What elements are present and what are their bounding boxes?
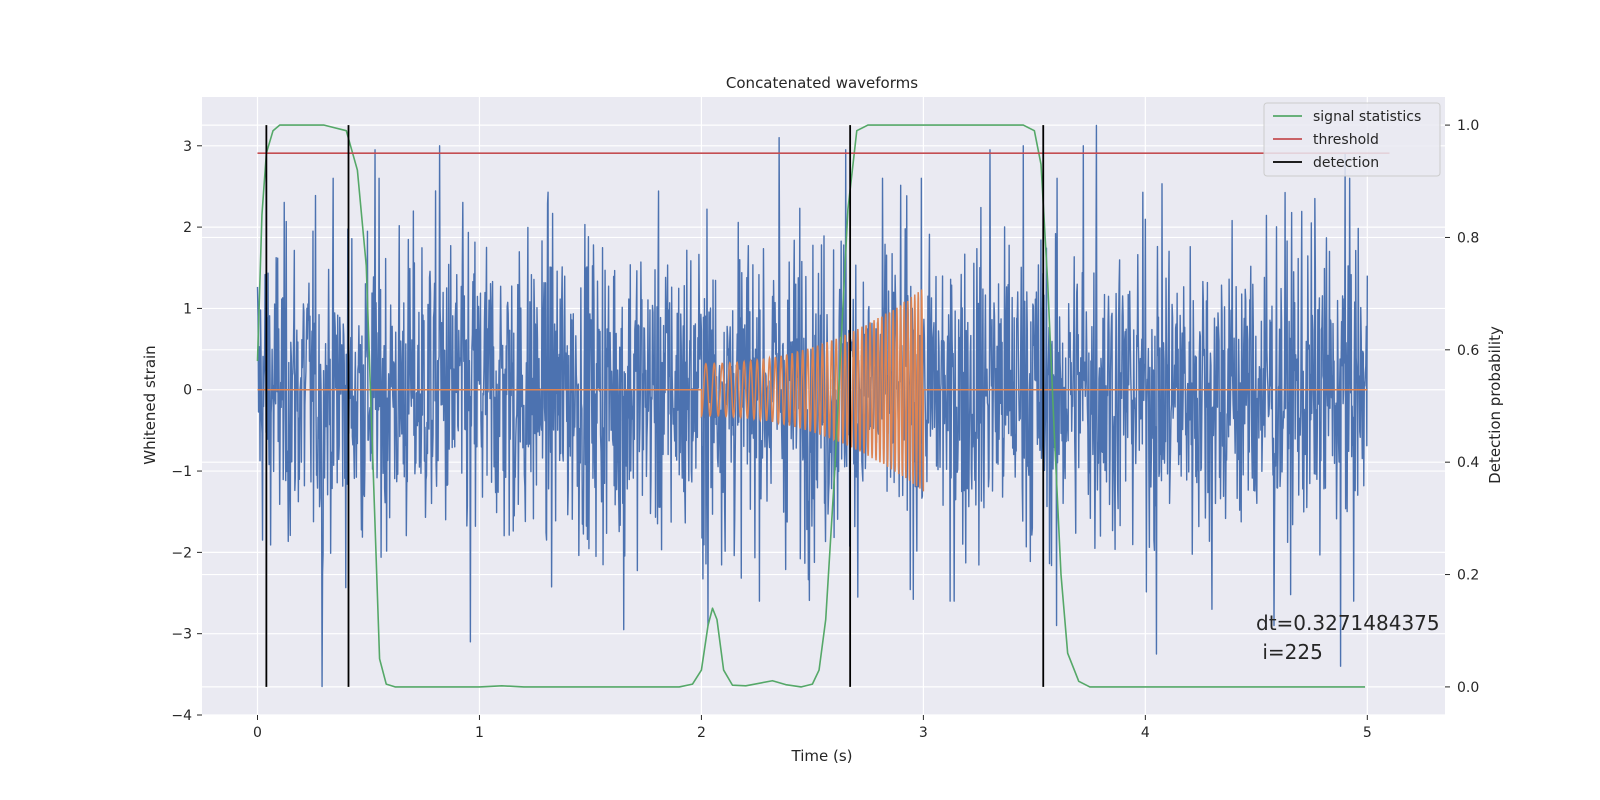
legend-label-detection: detection bbox=[1313, 155, 1379, 171]
signal-statistics-line bbox=[256, 124, 1366, 688]
y-tick-label: 2 bbox=[183, 220, 192, 236]
detection-series bbox=[265, 125, 1045, 687]
legend-label-threshold: threshold bbox=[1313, 132, 1379, 148]
y-tick-label: 0 bbox=[183, 383, 192, 399]
y-tick-label: −1 bbox=[171, 464, 192, 480]
y-axis-label: Whitened strain bbox=[141, 345, 159, 464]
y-tick-label: −2 bbox=[171, 545, 192, 561]
annotation-index: i=225 bbox=[1256, 640, 1323, 664]
y2-axis-label: Detection probability bbox=[1486, 326, 1504, 484]
y2-tick-label: 0.6 bbox=[1457, 343, 1479, 359]
x-tick-label: 2 bbox=[697, 725, 706, 741]
x-tick-label: 3 bbox=[919, 725, 928, 741]
legend-label-signal-statistics: signal statistics bbox=[1313, 109, 1421, 125]
y2-tick-label: 0.0 bbox=[1457, 680, 1479, 696]
injection-series bbox=[257, 289, 1368, 492]
injection-line bbox=[257, 289, 1368, 492]
x-tick-label: 4 bbox=[1141, 725, 1150, 741]
strain-line bbox=[256, 124, 1369, 688]
y-tick-label: 1 bbox=[183, 301, 192, 317]
legend: signal statistics threshold detection bbox=[1263, 102, 1441, 177]
annotation-dt: dt=0.3271484375 bbox=[1256, 611, 1440, 635]
x-axis-label: Time (s) bbox=[791, 747, 853, 765]
axes: 0 1 2 3 4 5 −4 −3 −2 −1 0 1 2 3 0.0 0.2 0.4 0.6 0.8 1.0 bbox=[171, 118, 1479, 741]
x-tick-label: 1 bbox=[475, 725, 484, 741]
y-tick-label: 3 bbox=[183, 139, 192, 155]
y2-tick-label: 0.2 bbox=[1457, 568, 1479, 584]
x-tick-label: 0 bbox=[253, 725, 262, 741]
strain-series bbox=[256, 124, 1369, 688]
y-tick-label: −3 bbox=[171, 627, 192, 643]
y-tick-label: −4 bbox=[171, 708, 192, 724]
x-tick-label: 5 bbox=[1363, 725, 1372, 741]
chart-title: Concatenated waveforms bbox=[726, 74, 918, 92]
y2-tick-label: 0.4 bbox=[1457, 455, 1479, 471]
y2-tick-label: 0.8 bbox=[1457, 230, 1479, 246]
signal-statistics-series bbox=[256, 124, 1366, 688]
y2-tick-label: 1.0 bbox=[1457, 118, 1479, 134]
legend-box bbox=[1263, 102, 1441, 177]
